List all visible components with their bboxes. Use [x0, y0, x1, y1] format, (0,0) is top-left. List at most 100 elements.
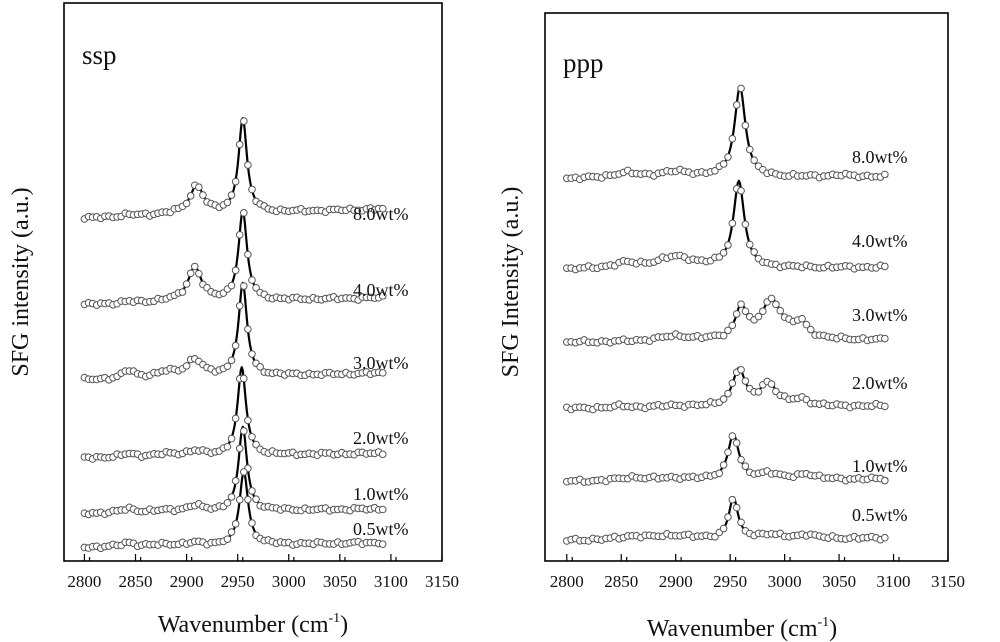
ppp-data-point	[776, 306, 785, 315]
ssp-data-point	[227, 434, 236, 443]
ppp-data-point	[711, 533, 719, 541]
ppp-data-point	[724, 513, 732, 521]
ppp-data-point	[719, 248, 728, 257]
ppp-x-axis-label-sup: -1	[818, 615, 830, 630]
ppp-data-point	[724, 153, 732, 161]
ssp-data-point	[244, 161, 252, 169]
ppp-x-tick-label: 3150	[931, 572, 965, 591]
ppp-series-label: 4.0wt%	[852, 231, 908, 251]
ppp-data-point	[767, 380, 776, 388]
ssp-series-label: 8.0wt%	[353, 204, 409, 224]
ppp-data-point	[881, 476, 889, 485]
ppp-data-point	[724, 241, 732, 249]
ssp-data-point	[182, 199, 191, 208]
ppp-x-tick-label: 3050	[822, 572, 856, 591]
ppp-data-point	[732, 310, 741, 318]
ssp-data-point	[244, 250, 252, 259]
ppp-data-point	[728, 495, 737, 504]
ppp-y-axis-label: SFG Intensity (a.u.)	[498, 187, 524, 378]
ppp-x-tick-label: 2900	[659, 572, 693, 591]
ppp-data-point	[719, 331, 728, 340]
ssp-data-point	[227, 528, 236, 536]
ppp-plot-frame	[544, 12, 949, 562]
ssp-data-point	[378, 369, 387, 377]
ssp-data-point	[231, 519, 240, 528]
ssp-data-point	[231, 266, 240, 275]
ppp-data-point	[802, 320, 811, 329]
ssp-fit-line-4.0wt%	[84, 209, 386, 306]
ppp-x-axis-label: Wavenumber (cm-1)	[647, 615, 837, 642]
ssp-data-point	[252, 440, 260, 449]
ssp-x-axis-label-close: )	[340, 612, 348, 638]
ppp-data-point	[881, 402, 889, 411]
ssp-series-label: 1.0wt%	[353, 484, 409, 504]
ppp-x-axis-label-text: Wavenumber (cm	[647, 616, 818, 642]
ppp-data-point	[881, 170, 889, 179]
ppp-data-point	[728, 134, 737, 143]
ppp-data-point	[750, 156, 758, 164]
ssp-data-point	[227, 191, 236, 199]
ssp-series-label: 0.5wt%	[353, 519, 409, 539]
ssp-data-point	[227, 281, 236, 290]
ppp-data-point	[754, 312, 763, 321]
ssp-data-point	[195, 183, 203, 191]
ssp-data-point	[231, 414, 240, 423]
ppp-data-point	[767, 294, 776, 303]
ssp-data-point	[248, 487, 256, 495]
ssp-data-point	[252, 283, 260, 292]
ssp-data-point	[244, 416, 252, 425]
ppp-data-point	[728, 321, 737, 330]
ssp-data-point	[182, 362, 191, 370]
ppp-data-point	[759, 307, 767, 316]
ssp-data-point	[240, 374, 248, 383]
ssp-x-tick-label: 2850	[119, 572, 153, 591]
ppp-data-point	[741, 462, 750, 470]
ppp-data-point	[772, 300, 780, 309]
ssp-x-tick-label: 3150	[425, 572, 459, 591]
ppp-series-label: 3.0wt%	[852, 305, 908, 325]
ssp-x-axis-label-sup: -1	[329, 611, 341, 626]
ppp-data-point	[741, 220, 750, 229]
ppp-x-tick-label: 3000	[768, 572, 802, 591]
ppp-data-point	[728, 379, 737, 387]
ssp-data-point	[235, 230, 244, 239]
ssp-panel-title: ssp	[82, 40, 117, 70]
ppp-data-point	[719, 461, 728, 469]
ssp-x-tick-label: 2950	[221, 572, 255, 591]
ssp-x-tick-label: 3100	[374, 572, 408, 591]
ppp-data-point	[724, 448, 732, 457]
ssp-data-point	[248, 432, 256, 441]
ssp-series: 8.0wt% 4.0wt% 3.0wt% 2.0wt% 1.0wt% 0.5wt%	[80, 116, 409, 553]
ppp-data-point	[741, 377, 750, 385]
ssp-data-point	[223, 442, 232, 451]
ppp-data-point	[711, 166, 719, 175]
ppp-data-point	[719, 395, 728, 403]
ppp-series-label: 2.0wt%	[852, 373, 908, 393]
ppp-fit-line-1.0wt%	[566, 433, 889, 483]
ssp-x-axis-label: Wavenumber (cm-1)	[158, 611, 348, 638]
ssp-data-point	[231, 477, 240, 485]
ssp-x-tick-label: 3050	[323, 572, 357, 591]
ssp-data-point	[248, 185, 256, 194]
ssp-panel: ssp 2800 2850 2900 2950 3000 3050 3100 3150 8.0…	[8, 2, 459, 638]
ppp-x-axis-label-close: )	[829, 616, 837, 642]
ppp-data-point	[715, 469, 724, 478]
ssp-data-point	[186, 269, 195, 278]
ssp-data-point	[240, 427, 248, 435]
ssp-x-tick-label: 3000	[272, 572, 306, 591]
ssp-data-point	[227, 493, 236, 501]
ssp-data-point	[199, 191, 207, 199]
ppp-x-tick-label: 2800	[550, 572, 584, 591]
ssp-data-point	[235, 302, 244, 310]
ppp-data-point	[737, 455, 745, 464]
ppp-data-point	[754, 388, 763, 396]
ssp-data-point	[240, 117, 248, 125]
ppp-data-point	[724, 389, 732, 398]
ssp-data-point	[231, 341, 240, 350]
ppp-data-point	[737, 518, 745, 527]
ssp-plot-frame	[63, 2, 443, 562]
ssp-data-point	[190, 262, 199, 271]
ppp-panel: ppp 2800 2850 2900 2950 3000 3050 3100 3150 8.0…	[498, 12, 965, 642]
ssp-x-axis-label-text: Wavenumber (cm	[158, 612, 329, 638]
